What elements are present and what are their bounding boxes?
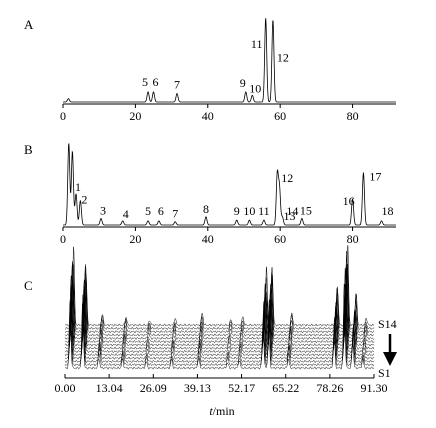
peak-label: 7 [172, 207, 178, 221]
chromatogram-trace [64, 267, 375, 357]
chromatogram-panel-c: 0.00 13.04 26.09 39.13 52.17 65.22 78.26 91.30S… [55, 244, 397, 395]
peak-label: 5 [142, 75, 148, 89]
x-tick-label: 13.04 [96, 381, 123, 395]
x-tick-label: 40 [202, 232, 214, 246]
x-tick-label: 80 [347, 232, 359, 246]
peak-label: 2 [81, 192, 87, 206]
x-tick-label: 20 [129, 109, 141, 123]
chromatogram-panel-a: 0 20 40 60 80 5 6 7 9 10 11 12 [60, 18, 396, 123]
peak-label: 9 [240, 76, 246, 90]
chromatogram-trace [64, 244, 375, 327]
x-tick-label: 40 [202, 109, 214, 123]
panel-letter-c: C [24, 278, 33, 293]
arrow-down-icon [383, 352, 397, 366]
x-tick-label: 65.22 [272, 381, 299, 395]
panel-letter-b: B [24, 142, 33, 157]
x-tick-label: 39.13 [184, 381, 211, 395]
peak-label: 8 [203, 202, 209, 216]
chromatogram-trace [64, 269, 375, 354]
peak-label: 10 [243, 204, 255, 218]
series-top-label: S14 [378, 317, 397, 331]
peak-label: 13 [283, 209, 295, 223]
x-tick-label: 26.09 [140, 381, 167, 395]
peak-label: 9 [234, 204, 240, 218]
x-tick-label: 0 [60, 232, 66, 246]
peak-label: 1 [75, 180, 81, 194]
peak-label: 17 [369, 170, 381, 184]
peak-label: 16 [343, 194, 355, 208]
chromatogram-trace [64, 256, 375, 337]
peak-label: 10 [249, 81, 261, 95]
chromatogram-trace [64, 281, 375, 347]
x-tick-label: 20 [129, 232, 141, 246]
peak-label: 15 [300, 203, 312, 217]
chromatogram-trace [64, 264, 375, 344]
chromatogram-trace [64, 283, 375, 360]
peak-label: 7 [174, 78, 180, 92]
peak-label: 11 [251, 37, 263, 51]
x-tick-label: 0 [60, 109, 66, 123]
peak-label: 12 [277, 51, 289, 65]
peak-label: 3 [100, 203, 106, 217]
x-axis-label-symbol: t [209, 404, 213, 418]
x-tick-label: 52.17 [228, 381, 255, 395]
x-axis-label-unit: /min [213, 404, 235, 418]
chromatogram-trace [64, 263, 375, 330]
peak-label: 5 [145, 204, 151, 218]
peak-label: 6 [152, 75, 158, 89]
x-tick-label: 0.00 [55, 381, 76, 395]
chromatogram-trace [64, 251, 375, 340]
chromatogram-trace [63, 143, 396, 226]
chromatogram-trace [64, 279, 375, 350]
x-tick-label: 60 [274, 109, 286, 123]
x-tick-label: 60 [274, 232, 286, 246]
chromatogram-trace [64, 294, 375, 367]
peak-label: 6 [158, 204, 164, 218]
chromatogram-trace [64, 264, 375, 334]
x-axis-label: t/min [209, 404, 234, 418]
peak-label: 14 [286, 204, 298, 218]
peak-label: 4 [123, 207, 129, 221]
x-tick-label: 91.30 [361, 381, 388, 395]
chromatogram-trace [64, 284, 375, 370]
peak-label: 18 [382, 204, 394, 218]
series-bottom-label: S1 [378, 366, 391, 380]
peak-label: 11 [258, 204, 270, 218]
panel-letter-a: A [24, 17, 34, 32]
x-tick-label: 80 [347, 109, 359, 123]
peak-label: 12 [281, 171, 293, 185]
chromatogram-trace [64, 299, 375, 363]
chromatogram-trace [63, 18, 396, 103]
x-tick-label: 78.26 [316, 381, 343, 395]
